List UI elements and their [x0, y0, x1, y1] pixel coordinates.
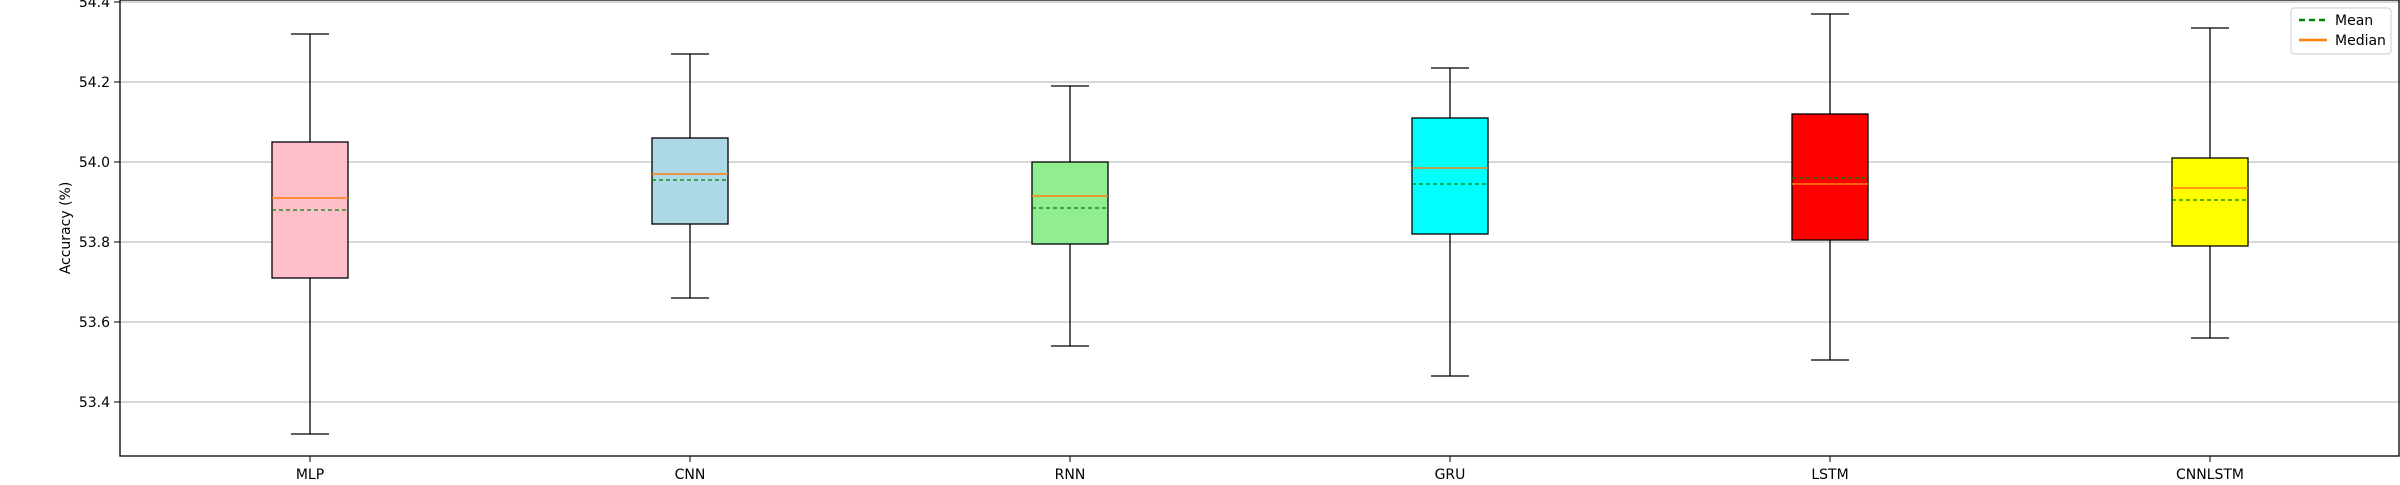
y-tick-label: 53.8	[79, 235, 110, 251]
box-rnn	[1031, 85, 1109, 347]
box-body	[1791, 113, 1869, 241]
y-tick-label: 54.0	[79, 155, 110, 171]
x-tick-label: CNNLSTM	[2176, 467, 2244, 480]
box-cnn	[651, 53, 729, 299]
y-tick-label: 54.2	[79, 75, 110, 91]
legend-label: Median	[2335, 33, 2386, 49]
box-mlp	[271, 33, 349, 435]
y-tick-label: 53.4	[79, 395, 110, 411]
x-tick-label: GRU	[1435, 467, 1466, 480]
x-tick-label: LSTM	[1811, 467, 1848, 480]
box-body	[1411, 117, 1489, 235]
y-axis-title: Accuracy (%)	[58, 182, 74, 275]
legend-label: Mean	[2335, 13, 2373, 29]
y-tick-label: 53.6	[79, 315, 110, 331]
box-body	[2171, 157, 2249, 247]
legend: Mean Median	[2290, 7, 2392, 55]
plot-frame	[119, 0, 2400, 457]
x-tick-label: CNN	[675, 467, 706, 480]
boxes	[271, 13, 2249, 435]
box-cnnlstm	[2171, 27, 2249, 339]
box-body	[1031, 161, 1109, 245]
grid-lines	[120, 1, 2400, 403]
box-body	[651, 137, 729, 225]
y-tick-label: 54.4	[79, 0, 110, 11]
box-lstm	[1791, 13, 1869, 361]
legend-box	[2290, 7, 2392, 55]
x-tick-label: RNN	[1055, 467, 1086, 480]
box-gru	[1411, 67, 1489, 377]
x-tick-label: MLP	[296, 467, 324, 480]
x-axis: MLP CNN RNN GRU LSTM CNNLSTM	[296, 456, 2244, 483]
y-axis: 53.4 53.6 53.8 54.0 54.2 54.4	[79, 0, 120, 411]
